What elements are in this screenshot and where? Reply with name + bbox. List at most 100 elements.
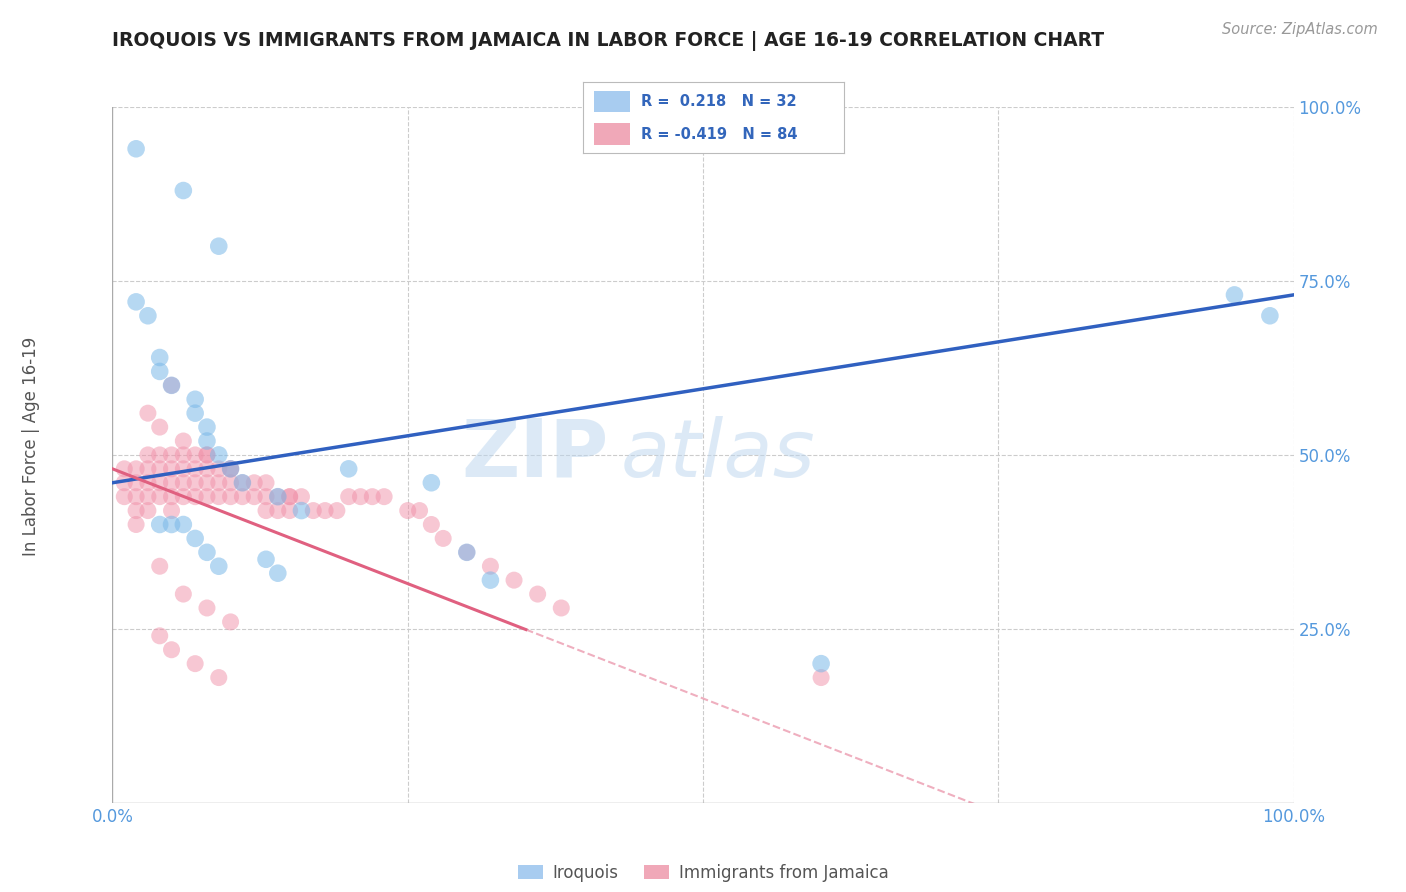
Text: Source: ZipAtlas.com: Source: ZipAtlas.com <box>1222 22 1378 37</box>
Point <box>479 573 502 587</box>
Point <box>420 475 443 490</box>
Point <box>160 503 183 517</box>
Point <box>149 448 172 462</box>
Point <box>254 503 277 517</box>
Point <box>396 503 419 517</box>
Point <box>136 475 159 490</box>
Point <box>160 475 183 490</box>
Point <box>420 517 443 532</box>
Point <box>160 448 183 462</box>
Point <box>172 448 194 462</box>
Point <box>172 184 194 198</box>
Point <box>184 462 207 476</box>
Point <box>267 490 290 504</box>
Point <box>160 462 183 476</box>
Point <box>231 475 253 490</box>
Point <box>195 545 218 559</box>
Point <box>149 475 172 490</box>
Point <box>278 490 301 504</box>
Point <box>136 448 159 462</box>
Point <box>219 462 242 476</box>
Point <box>231 475 253 490</box>
Point <box>172 434 194 448</box>
Text: R = -0.419   N = 84: R = -0.419 N = 84 <box>641 127 797 142</box>
Point <box>278 503 301 517</box>
Point <box>160 378 183 392</box>
Point <box>456 545 478 559</box>
Point <box>184 490 207 504</box>
Text: ZIP: ZIP <box>461 416 609 494</box>
Point <box>125 503 148 517</box>
Text: R =  0.218   N = 32: R = 0.218 N = 32 <box>641 94 796 109</box>
Point <box>479 559 502 574</box>
Point <box>503 573 526 587</box>
Point <box>208 475 231 490</box>
Point <box>160 490 183 504</box>
Point <box>290 490 312 504</box>
Point <box>408 503 430 517</box>
Point <box>208 490 231 504</box>
Point <box>195 420 218 434</box>
Point <box>231 490 253 504</box>
Point <box>219 462 242 476</box>
Text: atlas: atlas <box>620 416 815 494</box>
Point <box>456 545 478 559</box>
Point <box>195 434 218 448</box>
Point <box>125 490 148 504</box>
Point <box>373 490 395 504</box>
Point <box>337 462 360 476</box>
Point <box>243 490 266 504</box>
Point <box>337 490 360 504</box>
Point <box>136 309 159 323</box>
Point <box>254 552 277 566</box>
Point <box>326 503 349 517</box>
Point <box>112 475 135 490</box>
Point <box>184 657 207 671</box>
Point <box>172 475 194 490</box>
Point <box>219 475 242 490</box>
Point <box>208 448 231 462</box>
Bar <box>593 123 630 145</box>
Point <box>172 517 194 532</box>
Point <box>160 517 183 532</box>
Point <box>267 566 290 581</box>
Point <box>254 490 277 504</box>
Point <box>149 490 172 504</box>
Point <box>278 490 301 504</box>
Point <box>810 657 832 671</box>
Point <box>136 503 159 517</box>
Point <box>195 601 218 615</box>
Point <box>149 351 172 365</box>
Point <box>550 601 572 615</box>
Point <box>125 294 148 309</box>
Point <box>254 475 277 490</box>
Point <box>195 475 218 490</box>
Point <box>208 671 231 685</box>
Point <box>302 503 325 517</box>
Point <box>149 629 172 643</box>
Point <box>172 490 194 504</box>
Point <box>125 462 148 476</box>
Point <box>208 239 231 253</box>
Point <box>184 448 207 462</box>
Point <box>243 475 266 490</box>
Point <box>125 142 148 156</box>
Point <box>149 559 172 574</box>
Text: In Labor Force | Age 16-19: In Labor Force | Age 16-19 <box>22 336 39 556</box>
Point <box>195 462 218 476</box>
Point <box>160 378 183 392</box>
Point <box>314 503 336 517</box>
Point <box>112 462 135 476</box>
Point <box>184 406 207 420</box>
Point <box>208 462 231 476</box>
Text: IROQUOIS VS IMMIGRANTS FROM JAMAICA IN LABOR FORCE | AGE 16-19 CORRELATION CHART: IROQUOIS VS IMMIGRANTS FROM JAMAICA IN L… <box>112 31 1105 51</box>
Point <box>184 392 207 407</box>
Point <box>219 462 242 476</box>
Point <box>172 462 194 476</box>
Point <box>125 475 148 490</box>
Point <box>267 490 290 504</box>
Point <box>149 420 172 434</box>
Point <box>195 448 218 462</box>
Point <box>267 503 290 517</box>
Point <box>136 462 159 476</box>
